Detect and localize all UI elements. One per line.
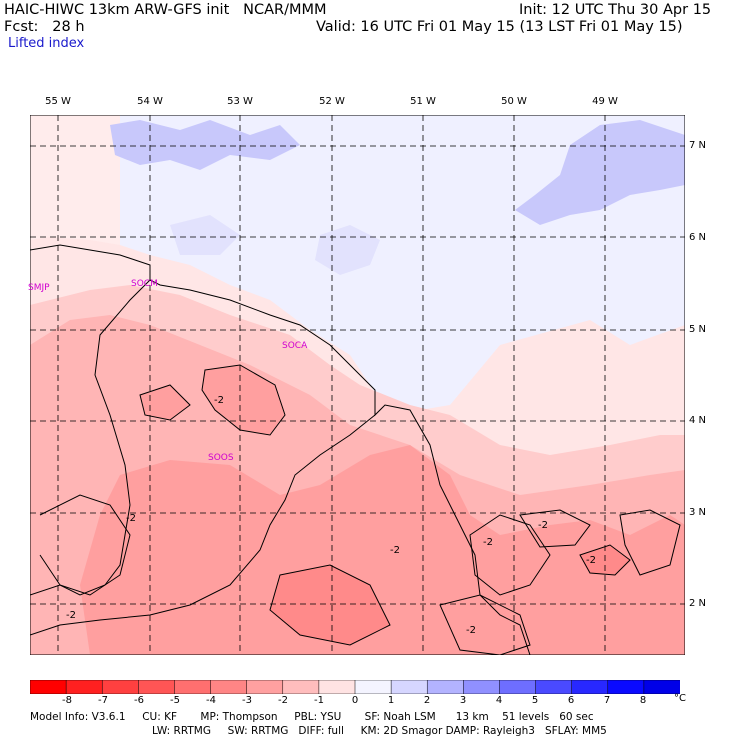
colorbar-tick: 4: [495, 695, 503, 706]
colorbar-tick: 6: [567, 695, 575, 706]
strong-negative-area: [140, 385, 190, 420]
lon-label: 50 W: [501, 96, 527, 107]
colorbar-tick: 3: [459, 695, 467, 706]
lat-label: 3 N: [689, 507, 707, 518]
colorbar-swatch: [535, 680, 573, 694]
core-negative: [270, 565, 390, 645]
colorbar-tick: 1: [387, 695, 395, 706]
lon-label: 54 W: [137, 96, 163, 107]
cloud-patch: [170, 215, 240, 255]
colorbar-swatch: [138, 680, 175, 694]
colorbar-swatch: [499, 680, 537, 694]
colorbar-tick: -8: [62, 695, 72, 706]
colorbar-tick: 5: [531, 695, 539, 706]
colorbar-swatch: [643, 680, 680, 694]
colorbar-tick: -7: [98, 695, 108, 706]
colorbar-swatch: [318, 680, 356, 694]
station-label: SOCA: [282, 341, 308, 351]
cloud-patch: [110, 120, 300, 170]
strong-negative-area: [202, 365, 285, 435]
colorbar-tick: 0: [351, 695, 359, 706]
contour-label: -2: [466, 625, 476, 636]
lon-label: 49 W: [592, 96, 618, 107]
cloud-patch: [315, 225, 380, 275]
lifted-index-map: SMJP SOCM SOCA SOOS -2 -2 -2 -2 -2 -2 -2…: [28, 114, 686, 656]
colorbar-swatch: [246, 680, 284, 694]
field-name: Lifted index: [8, 36, 85, 51]
colorbar-tick: 2: [423, 695, 431, 706]
model-info-line2: LW: RRTMG SW: RRTMG DIFF: full KM: 2D Sm…: [152, 725, 607, 737]
init-time: Init: 12 UTC Thu 30 Apr 15: [519, 2, 712, 18]
contour-label: -2: [390, 545, 400, 556]
colorbar-tick: -5: [170, 695, 180, 706]
lon-label: 51 W: [410, 96, 436, 107]
colorbar-tick: -2: [278, 695, 288, 706]
contour-label: -2: [483, 537, 493, 548]
colorbar-swatch: [101, 680, 139, 694]
colorbar-swatch: [210, 680, 248, 694]
colorbar-swatch: [354, 680, 392, 694]
colorbar-swatch: [607, 680, 645, 694]
lat-label: 7 N: [689, 140, 707, 151]
lon-label: 55 W: [45, 96, 71, 107]
near-zero-area: [30, 115, 120, 245]
colorbar-swatch: [426, 680, 464, 694]
valid-time: Valid: 16 UTC Fri 01 May 15 (13 LST Fri …: [316, 19, 683, 35]
contour-label: -2: [66, 610, 76, 621]
lon-label: 52 W: [319, 96, 345, 107]
colorbar-tick: -1: [314, 695, 324, 706]
colorbar-tick: 8: [639, 695, 647, 706]
lat-lon-grid: [30, 115, 685, 655]
map-canvas: [29, 114, 686, 656]
colorbar-swatch: [571, 680, 609, 694]
lat-label: 5 N: [689, 324, 707, 335]
model-info-line1: Model Info: V3.6.1 CU: KF MP: Thompson P…: [30, 711, 594, 723]
contour-label: -2: [214, 395, 224, 406]
country-borders: [29, 279, 376, 636]
station-label: SOOS: [208, 453, 234, 463]
colorbar-unit: °C: [674, 693, 686, 704]
colorbar-swatch: [30, 680, 67, 694]
lon-label: 53 W: [227, 96, 253, 107]
colorbar: [30, 680, 680, 694]
lat-label: 2 N: [689, 598, 707, 609]
colorbar-tick: -4: [206, 695, 216, 706]
station-label: SOCM: [131, 279, 158, 289]
model-title: HAIC-HIWC 13km ARW-GFS init NCAR/MMM: [4, 2, 327, 18]
contour-label: -2: [586, 555, 596, 566]
colorbar-swatch: [463, 680, 500, 694]
lat-label: 4 N: [689, 415, 707, 426]
strong-negative-area: [80, 445, 685, 655]
colorbar-tick: -6: [134, 695, 144, 706]
colorbar-tick: -3: [242, 695, 252, 706]
contour-label: -2: [538, 520, 548, 531]
forecast-hour: Fcst: 28 h: [4, 19, 85, 35]
lat-label: 6 N: [689, 232, 707, 243]
contour-label: -2: [126, 513, 136, 524]
colorbar-tick: 7: [603, 695, 611, 706]
colorbar-swatch: [390, 680, 428, 694]
colorbar-swatch: [282, 680, 320, 694]
station-label: SMJP: [28, 283, 50, 293]
colorbar-swatch: [174, 680, 212, 694]
colorbar-swatch: [65, 680, 103, 694]
